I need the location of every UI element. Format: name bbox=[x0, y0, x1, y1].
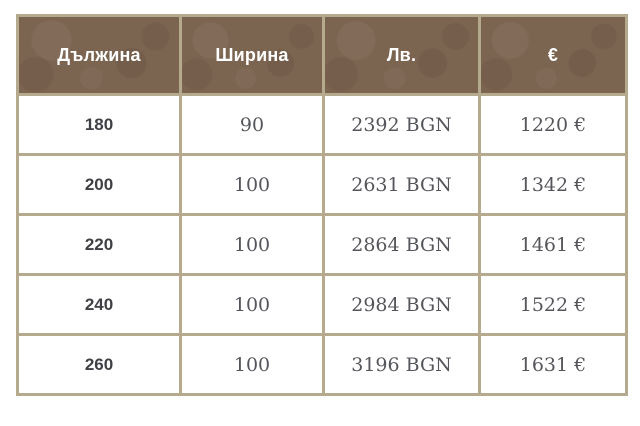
column-header-bgn: Лв. bbox=[322, 14, 481, 96]
table-header-row: Дължина Ширина Лв. € bbox=[16, 14, 628, 96]
column-header-width: Ширина bbox=[179, 14, 325, 96]
table-row: 220 100 2864 BGN 1461 € bbox=[16, 213, 628, 276]
cell-eur: 1631 € bbox=[478, 333, 628, 396]
cell-eur: 1342 € bbox=[478, 153, 628, 216]
table-row: 180 90 2392 BGN 1220 € bbox=[16, 93, 628, 156]
cell-eur: 1522 € bbox=[478, 273, 628, 336]
cell-length: 260 bbox=[16, 333, 182, 396]
table-row: 240 100 2984 BGN 1522 € bbox=[16, 273, 628, 336]
cell-length: 220 bbox=[16, 213, 182, 276]
price-table: Дължина Ширина Лв. € 180 90 2392 BGN 122… bbox=[16, 14, 628, 396]
cell-bgn: 2631 BGN bbox=[322, 153, 481, 216]
cell-width: 100 bbox=[179, 153, 325, 216]
cell-width: 90 bbox=[179, 93, 325, 156]
table-row: 260 100 3196 BGN 1631 € bbox=[16, 333, 628, 396]
cell-width: 100 bbox=[179, 333, 325, 396]
cell-length: 180 bbox=[16, 93, 182, 156]
cell-bgn: 3196 BGN bbox=[322, 333, 481, 396]
column-header-length: Дължина bbox=[16, 14, 182, 96]
cell-width: 100 bbox=[179, 273, 325, 336]
cell-length: 240 bbox=[16, 273, 182, 336]
cell-length: 200 bbox=[16, 153, 182, 216]
cell-bgn: 2392 BGN bbox=[322, 93, 481, 156]
column-header-eur: € bbox=[478, 14, 628, 96]
table-row: 200 100 2631 BGN 1342 € bbox=[16, 153, 628, 216]
cell-width: 100 bbox=[179, 213, 325, 276]
cell-eur: 1461 € bbox=[478, 213, 628, 276]
cell-bgn: 2864 BGN bbox=[322, 213, 481, 276]
cell-eur: 1220 € bbox=[478, 93, 628, 156]
cell-bgn: 2984 BGN bbox=[322, 273, 481, 336]
